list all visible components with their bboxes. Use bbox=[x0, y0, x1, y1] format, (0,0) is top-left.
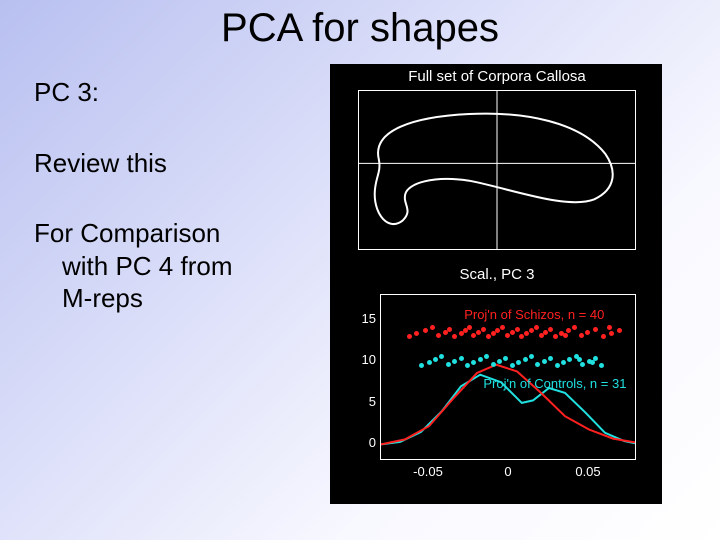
x-tick: 0 bbox=[483, 464, 533, 479]
review-line: Review this bbox=[34, 147, 304, 180]
top-panel-axes bbox=[358, 90, 636, 250]
y-tick: 5 bbox=[352, 394, 376, 409]
compare-line-1: For Comparison bbox=[34, 217, 304, 250]
scatter-point bbox=[579, 333, 584, 338]
scatter-point bbox=[580, 362, 585, 367]
pc-label: PC 3: bbox=[34, 76, 304, 109]
scatter-plot-area: Proj'n of Schizos, n = 40 Proj'n of Cont… bbox=[380, 294, 636, 460]
scatter-point bbox=[563, 333, 568, 338]
scatter-point bbox=[467, 325, 472, 330]
scatter-point bbox=[585, 330, 590, 335]
corpus-outline bbox=[358, 90, 636, 250]
scatter-point bbox=[523, 357, 528, 362]
scatter-point bbox=[446, 362, 451, 367]
legend-schizos: Proj'n of Schizos, n = 40 bbox=[464, 307, 604, 322]
compare-line-3: M-reps bbox=[34, 282, 304, 315]
compare-line-2: with PC 4 from bbox=[34, 250, 304, 283]
x-tick: -0.05 bbox=[403, 464, 453, 479]
y-tick: 0 bbox=[352, 435, 376, 450]
legend-controls: Proj'n of Controls, n = 31 bbox=[483, 376, 626, 391]
scatter-point bbox=[548, 327, 553, 332]
scatter-point bbox=[515, 327, 520, 332]
figure-panel: Full set of Corpora Callosa Scal., PC 3 … bbox=[330, 64, 662, 504]
bottom-scatter-panel: 0 5 10 15 -0.05 0 0.05 Proj'n of Schizos, n =… bbox=[352, 288, 652, 498]
scatter-point bbox=[548, 356, 553, 361]
scatter-point bbox=[593, 327, 598, 332]
mid-label: Scal., PC 3 bbox=[358, 266, 636, 283]
scatter-point bbox=[452, 359, 457, 364]
scatter-point bbox=[419, 363, 424, 368]
scatter-point bbox=[505, 333, 510, 338]
scatter-point bbox=[427, 360, 432, 365]
y-tick: 15 bbox=[352, 311, 376, 326]
scatter-point bbox=[436, 333, 441, 338]
top-panel-title: Full set of Corpora Callosa bbox=[358, 68, 636, 85]
scatter-point bbox=[542, 359, 547, 364]
scatter-point bbox=[491, 362, 496, 367]
slide-title: PCA for shapes bbox=[0, 6, 720, 51]
scatter-point bbox=[555, 363, 560, 368]
scatter-point bbox=[497, 359, 502, 364]
top-shape-panel: Full set of Corpora Callosa bbox=[358, 68, 636, 258]
scatter-point bbox=[459, 356, 464, 361]
left-text-column: PC 3: Review this For Comparison with PC… bbox=[34, 76, 304, 315]
y-tick: 10 bbox=[352, 352, 376, 367]
x-tick: 0.05 bbox=[563, 464, 613, 479]
scatter-point bbox=[481, 327, 486, 332]
scatter-point bbox=[510, 330, 515, 335]
